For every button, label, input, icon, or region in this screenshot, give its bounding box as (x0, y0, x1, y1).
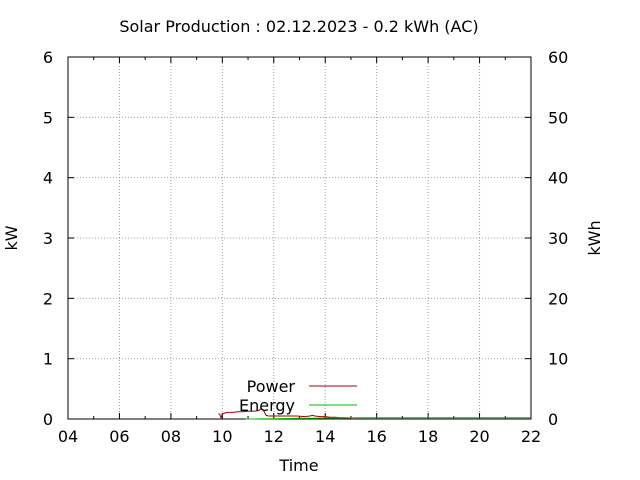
x-tick-label: 10 (212, 427, 232, 446)
grid-lines (68, 57, 531, 419)
x-tick-label: 20 (469, 427, 489, 446)
legend: Power Energy (239, 377, 357, 415)
legend-label-power: Power (247, 377, 296, 396)
y-tick-label: 5 (43, 108, 53, 127)
y-tick-label: 0 (43, 410, 53, 429)
series-line-power (218, 408, 354, 420)
x-tick-label: 14 (315, 427, 335, 446)
x-tick-label: 04 (58, 427, 78, 446)
chart-title: Solar Production : 02.12.2023 - 0.2 kWh … (119, 17, 478, 36)
y-tick-label: 6 (43, 48, 53, 67)
y-tick-label: 1 (43, 350, 53, 369)
x-tick-label: 18 (418, 427, 438, 446)
legend-label-energy: Energy (239, 396, 295, 415)
x-tick-label: 06 (109, 427, 129, 446)
y-tick-label: 4 (43, 169, 53, 188)
series-layer (218, 408, 531, 420)
y2-tick-label: 10 (548, 350, 568, 369)
x-tick-label: 08 (161, 427, 181, 446)
series-line-energy (245, 417, 531, 420)
x-tick-label: 22 (521, 427, 541, 446)
x-tick-label: 12 (264, 427, 284, 446)
y2-tick-label: 30 (548, 229, 568, 248)
x-tick-label: 16 (366, 427, 386, 446)
x-axis-label: Time (278, 456, 318, 475)
y2-tick-label: 20 (548, 289, 568, 308)
y-tick-label: 3 (43, 229, 53, 248)
y-tick-label: 2 (43, 289, 53, 308)
y2-tick-label: 40 (548, 169, 568, 188)
y2-tick-label: 50 (548, 108, 568, 127)
y2-tick-label: 60 (548, 48, 568, 67)
y-axis-label: kW (2, 225, 21, 250)
y2-tick-label: 0 (548, 410, 558, 429)
y2-axis-label: kWh (585, 220, 604, 255)
